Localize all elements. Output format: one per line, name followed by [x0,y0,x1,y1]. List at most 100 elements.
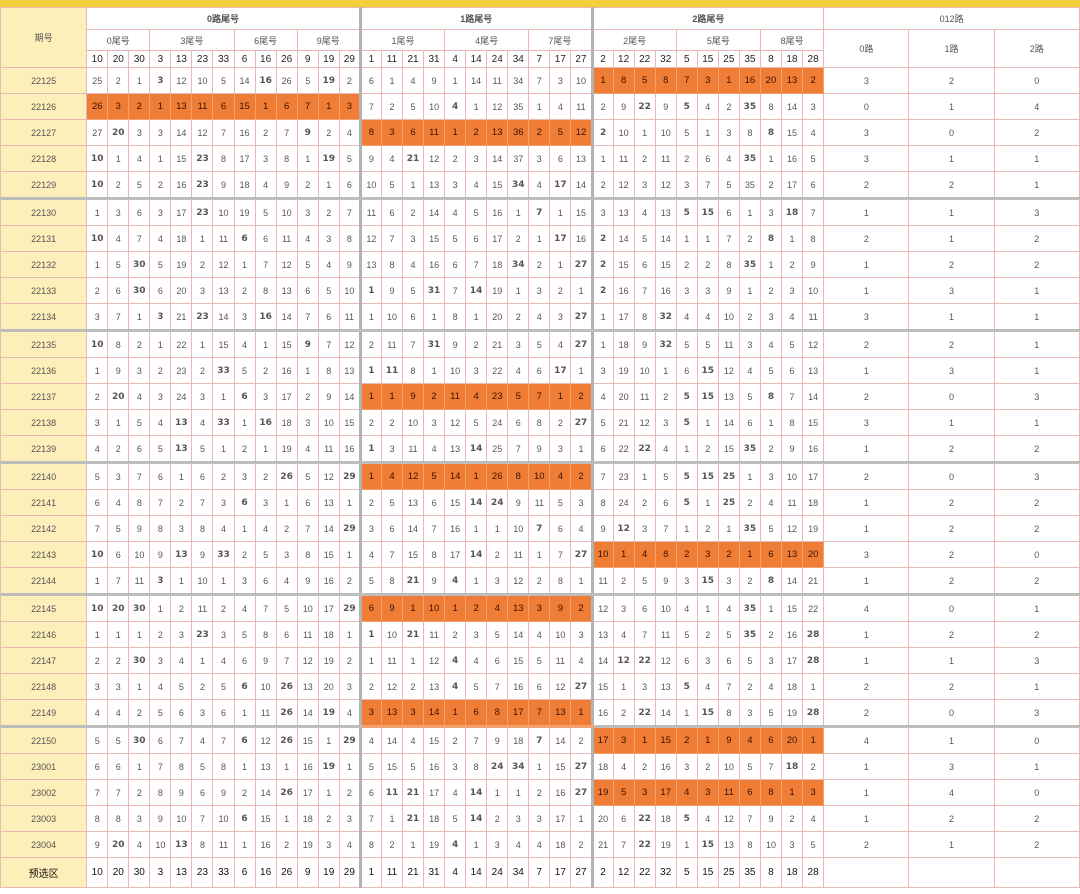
preselect-number[interactable]: 24 [486,857,509,888]
miss-count-cell: 35 [738,171,761,200]
drawn-number-cell: 6 [233,489,256,516]
preselect-number[interactable]: 31 [423,857,446,888]
miss-count-cell: 18 [590,753,614,780]
preselect-number[interactable]: 29 [338,857,361,888]
preselect-number[interactable]: 34 [507,857,530,888]
preselect-number[interactable]: 10 [86,857,109,888]
miss-count-cell: 3 [254,383,277,410]
preselect-number[interactable]: 17 [549,857,572,888]
preselect-number[interactable]: 25 [717,857,740,888]
miss-count-cell: 9 [507,489,530,516]
preselect-number[interactable]: 22 [633,857,656,888]
preselect-number[interactable]: 32 [654,857,677,888]
preselect-number[interactable]: 2 [590,857,614,888]
drawn-number-cell: 8 [759,567,782,596]
preselect-number[interactable]: 8 [759,857,782,888]
miss-count-cell: 5 [549,489,572,516]
road-group-header: 012路 [823,7,1080,30]
miss-count-cell: 5 [358,567,382,596]
preselect-number[interactable]: 5 [675,857,698,888]
miss-count-cell: 2 [170,489,193,516]
preselect-number[interactable]: 16 [254,857,277,888]
drawn-number-cell: 14 [465,541,488,568]
preselect-number[interactable]: 13 [170,857,193,888]
miss-count-cell: 3 [317,225,340,252]
miss-count-cell: 6 [128,435,151,464]
miss-count-cell: 7 [107,567,130,596]
miss-count-cell: 2 [170,594,193,622]
miss-count-cell: 1 [696,225,719,252]
miss-count-cell: 4 [738,357,761,384]
miss-count-cell: 9 [528,435,551,464]
preselect-number[interactable]: 18 [780,857,804,888]
miss-count-cell: 16 [590,699,614,728]
miss-count-cell: 10 [570,67,593,94]
miss-count-cell: 8 [317,357,340,384]
miss-count-cell: 13 [717,383,740,410]
miss-count-cell: 20 [170,277,193,304]
miss-count-cell: 6 [233,647,256,674]
road-count-1: 2 [908,805,995,832]
preselect-number[interactable]: 9 [296,857,319,888]
drawn-number-cell: 35 [738,515,761,542]
preselect-number[interactable]: 27 [570,857,593,888]
drawn-number-cell: 4 [444,93,467,120]
miss-count-cell: 1 [549,198,572,226]
miss-count-cell: 14 [317,515,340,542]
miss-count-cell: 1 [759,145,782,172]
drawn-number-cell: 29 [338,462,361,490]
road-col-header-2: 2路 [993,29,1080,68]
preselect-number[interactable]: 3 [149,857,172,888]
preselect-number[interactable]: 20 [107,857,130,888]
miss-count-cell: 8 [191,831,214,858]
preselect-number[interactable]: 28 [802,857,825,888]
miss-count-cell: 3 [738,699,761,728]
miss-count-cell: 1 [380,383,404,410]
period-cell: 22131 [0,225,88,252]
drawn-number-cell: 5 [675,462,698,490]
miss-count-cell: 5 [465,409,488,436]
preselect-number[interactable]: 12 [612,857,635,888]
miss-count-cell: 11 [358,198,382,226]
subgroup-header: 0尾号 [86,29,151,51]
preselect-number[interactable]: 11 [380,857,404,888]
road-count-0: 3 [823,119,910,146]
miss-count-cell: 7 [107,303,130,332]
miss-count-cell: 10 [191,567,214,596]
preselect-number[interactable]: 1 [358,857,382,888]
miss-count-cell: 3 [107,462,130,490]
preselect-number[interactable]: 33 [212,857,235,888]
miss-count-cell: 7 [780,383,804,410]
miss-count-cell: 1 [233,515,256,542]
miss-count-cell: 5 [107,726,130,754]
miss-count-cell: 1 [338,489,361,516]
miss-count-cell: 6 [759,726,782,754]
table-row: 22145 10 20 30 1 2 11 2 4 7 5 10 17 29 6 9 1 10 1 2 4 13 3 9 2 12… [0,594,1080,622]
miss-count-cell: 8 [717,251,740,278]
preselect-number[interactable]: 23 [191,857,214,888]
preselect-number[interactable]: 14 [465,857,488,888]
preselect-number[interactable]: 35 [738,857,761,888]
road-count-2: 2 [993,225,1080,252]
miss-count-cell: 7 [717,225,740,252]
preselect-number[interactable]: 4 [444,857,467,888]
miss-count-cell: 15 [654,726,677,754]
miss-count-cell: 2 [675,251,698,278]
miss-count-cell: 7 [507,435,530,464]
drawn-number-cell: 6 [233,805,256,832]
preselect-number[interactable]: 21 [401,857,425,888]
preselect-number[interactable]: 7 [528,857,551,888]
miss-count-cell: 2 [149,171,172,200]
preselect-number[interactable]: 26 [275,857,298,888]
miss-count-cell: 2 [570,462,593,490]
drawn-number-cell: 35 [738,251,761,278]
preselect-number[interactable]: 19 [317,857,340,888]
preselect-number[interactable]: 6 [233,857,256,888]
drawn-number-cell: 35 [738,145,761,172]
preselect-number[interactable]: 30 [128,857,151,888]
miss-count-cell: 5 [802,831,825,858]
preselect-number[interactable]: 15 [696,857,719,888]
subgroup-header: 5尾号 [675,29,761,51]
miss-count-cell: 9 [423,67,446,94]
miss-count-cell: 8 [612,67,635,94]
